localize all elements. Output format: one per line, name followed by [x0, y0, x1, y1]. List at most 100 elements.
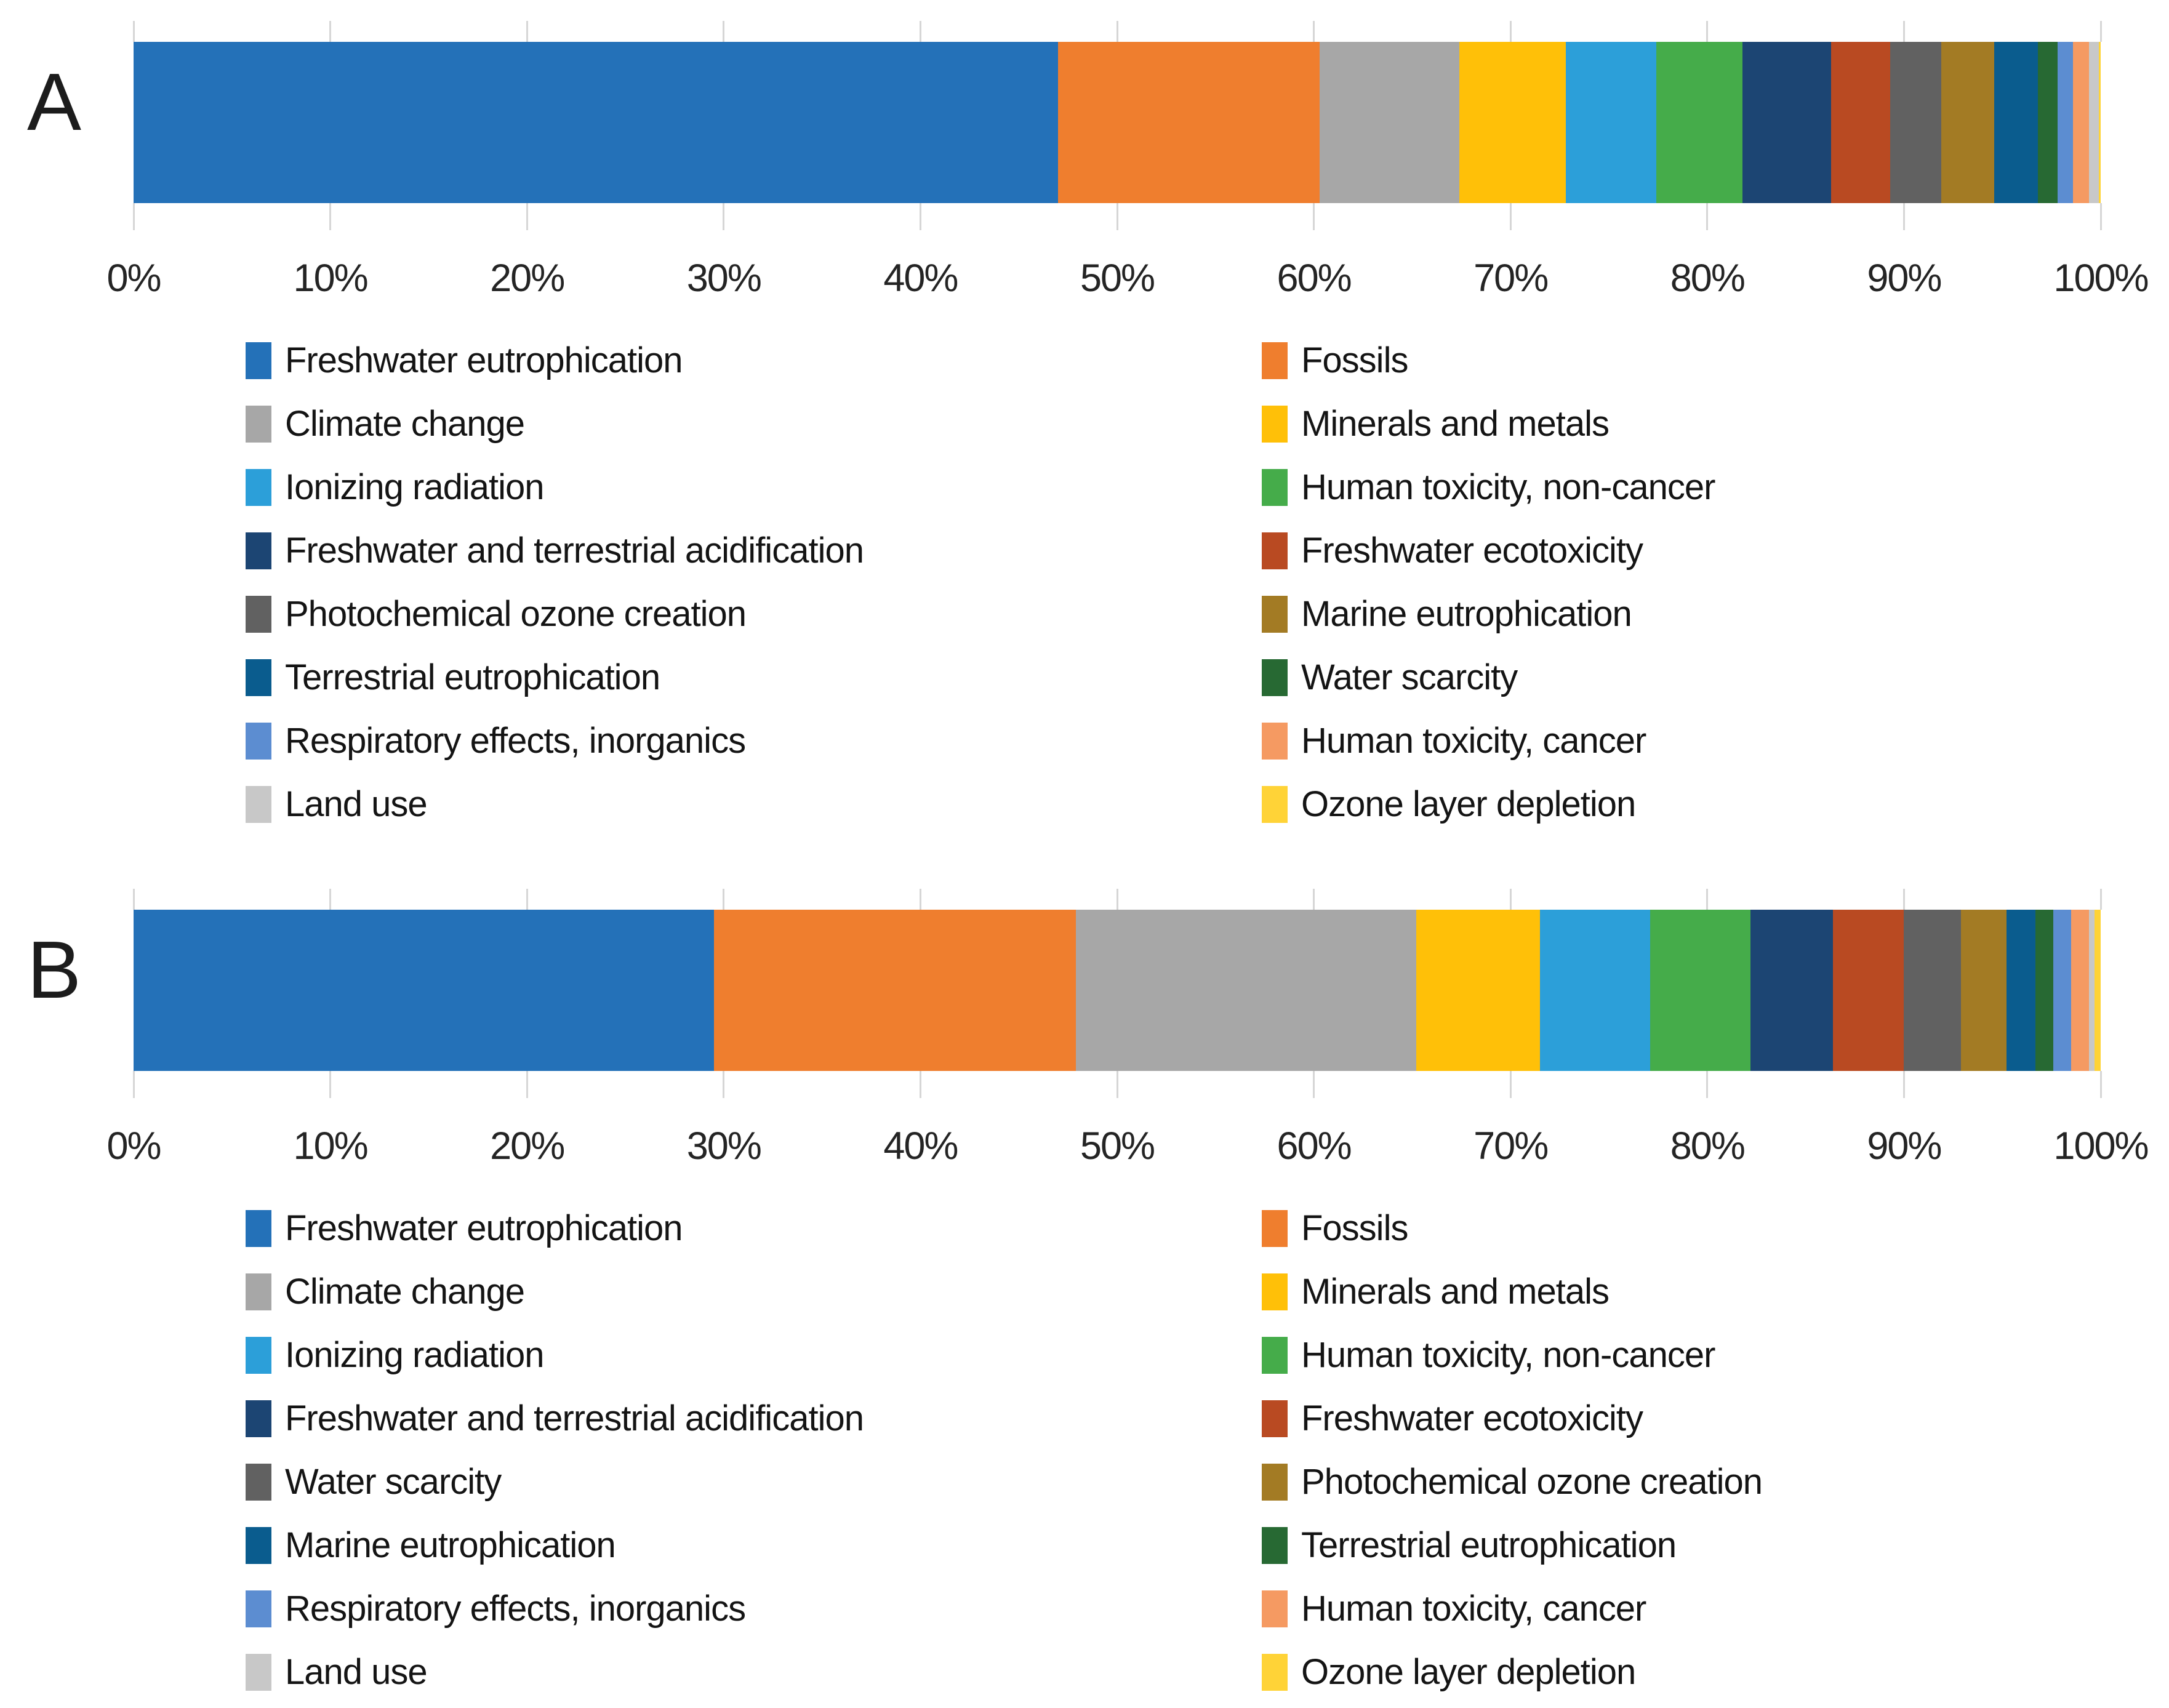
legend-item-label: Ozone layer depletion	[1301, 784, 1636, 824]
axis-tick-mark	[2099, 21, 2102, 42]
bar-segment	[1742, 42, 1832, 203]
legend-item: Freshwater ecotoxicity	[1262, 529, 1643, 573]
bar-segment	[2071, 910, 2089, 1071]
legend-swatch-icon	[1262, 723, 1288, 760]
panel-a: A 0% 10% 20% 30% 40% 50% 60% 70% 80% 90% 100% Fres…	[27, 21, 2149, 827]
legend-swatch-icon	[1262, 596, 1288, 633]
legend-item-label: Fossils	[1301, 1208, 1408, 1248]
legend-item: Respiratory effects, inorganics	[246, 719, 746, 763]
axis-tick-mark	[919, 203, 921, 230]
bar-segment	[1831, 42, 1890, 203]
axis-tick-mark	[329, 203, 332, 230]
bar-segment	[1994, 42, 2038, 203]
legend-item: Freshwater ecotoxicity	[1262, 1397, 1643, 1441]
bar-segment	[1656, 42, 1743, 203]
axis-tick-mark	[526, 21, 528, 42]
axis-tick-label: 60%	[1277, 257, 1352, 300]
legend-item-label: Ozone layer depletion	[1301, 1652, 1636, 1692]
axis-tick-label: 10%	[293, 257, 369, 300]
axis-tick-mark	[1313, 889, 1315, 910]
legend-item: Fossils	[1262, 1206, 1408, 1251]
axis-tick-mark	[329, 889, 332, 910]
legend-item-label: Water scarcity	[1301, 657, 1518, 697]
legend-swatch-icon	[1262, 786, 1288, 823]
bar-segment	[2088, 42, 2099, 203]
axis-tick-label: 100%	[2053, 1125, 2149, 1168]
bar-segment	[1750, 910, 1834, 1071]
bar-segment	[1941, 42, 1995, 203]
axis-tick-mark	[1116, 889, 1118, 910]
bar-segment	[2035, 910, 2054, 1071]
legend-item: Water scarcity	[1262, 656, 1518, 700]
legend-item: Marine eutrophication	[1262, 592, 1632, 636]
axis-tick-label: 60%	[1277, 1125, 1352, 1168]
legend-item-label: Land use	[285, 1652, 428, 1692]
legend-item: Land use	[246, 1650, 428, 1694]
axis-tick-label: 40%	[883, 257, 958, 300]
stacked-bar	[134, 910, 2101, 1071]
legend-item: Freshwater eutrophication	[246, 339, 683, 383]
axis-tick-mark	[723, 1071, 725, 1098]
legend-swatch-icon	[246, 342, 271, 379]
legend-item: Ionizing radiation	[246, 1333, 545, 1377]
legend-item-label: Ionizing radiation	[285, 467, 545, 507]
axis-tick-mark	[1313, 1071, 1315, 1098]
axis-tick-label: 30%	[686, 1125, 762, 1168]
legend-item: Human toxicity, non-cancer	[1262, 465, 1715, 510]
legend-swatch-icon	[246, 1654, 271, 1691]
legend-item-label: Freshwater and terrestrial acidification	[285, 1398, 864, 1438]
legend-item-label: Human toxicity, non-cancer	[1301, 1335, 1715, 1375]
legend-item-label: Marine eutrophication	[1301, 594, 1632, 634]
legend-swatch-icon	[1262, 1337, 1288, 1374]
legend-swatch-icon	[246, 532, 271, 569]
axis-tick-label: 50%	[1080, 1125, 1155, 1168]
bar-segment	[2098, 42, 2101, 203]
axis-tick-mark	[1706, 203, 1709, 230]
axis-tick-mark	[1706, 889, 1709, 910]
legend-swatch-icon	[246, 1337, 271, 1374]
axis-tick-label: 40%	[883, 1125, 958, 1168]
legend-swatch-icon	[1262, 342, 1288, 379]
legend-swatch-icon	[1262, 1590, 1288, 1627]
legend-item: Freshwater and terrestrial acidification	[246, 529, 864, 573]
legend-swatch-icon	[246, 1210, 271, 1247]
axis-tick-mark	[1902, 203, 1905, 230]
bar-segment	[2006, 910, 2036, 1071]
legend-swatch-icon	[246, 1527, 271, 1564]
bar-segment	[2088, 910, 2095, 1071]
panel-a-label: A	[27, 57, 81, 147]
bar-segment	[1416, 910, 1541, 1071]
bar-segment	[2053, 910, 2071, 1071]
axis-tick-mark	[132, 889, 135, 910]
legend-swatch-icon	[246, 1590, 271, 1627]
legend-swatch-icon	[246, 1400, 271, 1437]
legend-item-label: Freshwater eutrophication	[285, 340, 683, 380]
axis-tick-mark	[2099, 1071, 2102, 1098]
legend-item: Fossils	[1262, 339, 1408, 383]
legend-swatch-icon	[246, 469, 271, 506]
axis-tick-label: 30%	[686, 257, 762, 300]
stacked-bar	[134, 42, 2101, 203]
legend-item: Ozone layer depletion	[1262, 782, 1636, 827]
bar-segment	[2057, 42, 2074, 203]
legend-item-label: Terrestrial eutrophication	[285, 657, 660, 697]
legend-item: Terrestrial eutrophication	[246, 656, 660, 700]
legend-item-label: Climate change	[285, 1272, 525, 1312]
axis-tick-mark	[919, 21, 921, 42]
axis-tick-label: 70%	[1473, 1125, 1549, 1168]
axis-tick-mark	[1116, 1071, 1118, 1098]
axis-tick-mark	[1509, 21, 1512, 42]
legend-swatch-icon	[1262, 469, 1288, 506]
bar-segment	[1459, 42, 1566, 203]
bar-segment	[713, 910, 1076, 1071]
legend-swatch-icon	[1262, 532, 1288, 569]
legend-item: Respiratory effects, inorganics	[246, 1587, 746, 1631]
axis-tick-mark	[132, 203, 135, 230]
legend-item-label: Terrestrial eutrophication	[1301, 1525, 1677, 1565]
legend-item-label: Marine eutrophication	[285, 1525, 616, 1565]
legend-item-label: Minerals and metals	[1301, 1272, 1610, 1312]
legend-item-label: Human toxicity, cancer	[1301, 1589, 1646, 1629]
legend-item-label: Respiratory effects, inorganics	[285, 721, 746, 761]
legend-swatch-icon	[1262, 406, 1288, 443]
bar-segment	[1833, 910, 1904, 1071]
